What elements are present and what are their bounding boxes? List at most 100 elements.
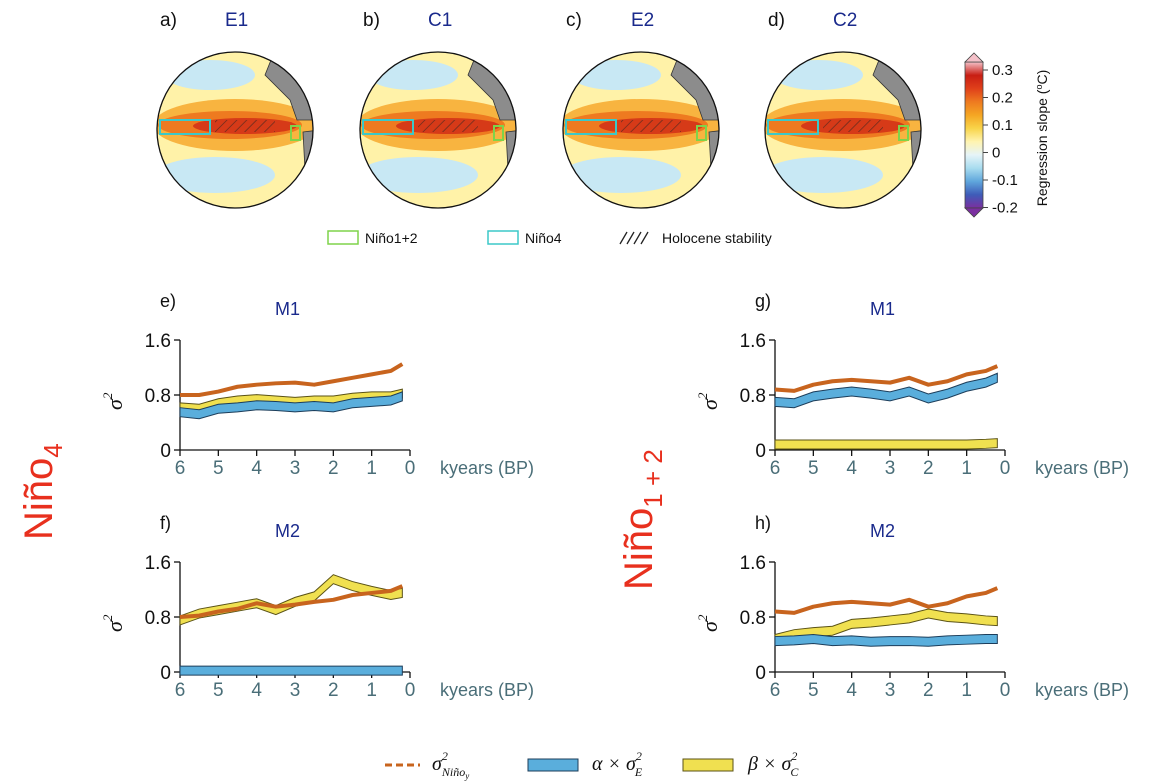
chart-e: e) M1 0 0.8 1.6 6 5 4 3 2 1 0 kyears (BP) σ2 (100, 291, 534, 479)
chart-h: h) M2 0 0.8 1.6 6 5 4 3 2 1 0 kyears (BP) σ2 (695, 513, 1129, 701)
chart-title: M1 (870, 299, 895, 319)
nino4-box (159, 119, 211, 135)
time-series-panels: e) M1 0 0.8 1.6 6 5 4 3 2 1 0 kyears (BP) σ2 f) M2 0 0.8 1… (100, 291, 1129, 701)
x-tick-label: 5 (213, 458, 224, 479)
y-axis-label: σ2 (100, 392, 127, 410)
series-alpha-band (774, 633, 998, 647)
x-tick-label: 0 (1000, 458, 1011, 479)
series-beta-band (774, 608, 998, 645)
map-title: E1 (225, 10, 248, 31)
chart-g: g) M1 0 0.8 1.6 6 5 4 3 2 1 0 kyears (BP) σ2 (695, 291, 1129, 479)
y-tick-label: 1.6 (740, 553, 766, 574)
nino12-legend-label: Niño1+2 (365, 230, 418, 246)
series-nino-line (179, 584, 404, 619)
globe-outline (359, 51, 517, 209)
x-tick-label: 5 (213, 680, 224, 701)
colorbar-tick-label: -0.2 (992, 200, 1018, 217)
map-E1: a) E1 (156, 10, 314, 209)
nino4-box (362, 119, 414, 135)
x-tick-label: 3 (290, 680, 301, 701)
series-nino-line (774, 586, 999, 615)
left-region-label: Niño4 (17, 443, 68, 540)
cool-anomaly (368, 60, 458, 90)
y-tick-label: 0 (160, 441, 171, 462)
map-title: C2 (833, 10, 857, 31)
nino12-box (696, 125, 707, 141)
map-title: E2 (631, 10, 654, 31)
y-axis-label: σ2 (695, 614, 722, 632)
colorbar-top-arrow (964, 52, 984, 63)
series-alpha-band (179, 665, 403, 676)
x-tick-label: 3 (290, 458, 301, 479)
series-alpha-band (774, 372, 998, 409)
stability-hatch (621, 120, 681, 132)
stability-hatch (823, 120, 883, 132)
land-north-america (670, 52, 719, 121)
chart-letter: f) (160, 513, 171, 533)
series-beta-band (179, 574, 403, 626)
bottom-legend: σ2 Niñoy α × σ2 E β × σ2 C (385, 749, 799, 781)
nino12-legend-swatch (327, 230, 359, 245)
nino4-box (767, 119, 819, 135)
y-tick-label: 0.8 (740, 608, 766, 629)
y-axis-label: σ2 (100, 614, 127, 632)
y-tick-label: 1.6 (145, 553, 171, 574)
chart-f: f) M2 0 0.8 1.6 6 5 4 3 2 1 0 kyears (BP) σ2 (100, 513, 534, 701)
land-north-america (872, 52, 921, 121)
beta-legend-swatch (682, 758, 734, 772)
x-axis-label: kyears (BP) (440, 458, 534, 478)
x-tick-label: 4 (846, 680, 857, 701)
y-tick-label: 0.8 (145, 386, 171, 407)
alpha-legend-swatch (527, 758, 579, 772)
x-tick-label: 3 (885, 458, 896, 479)
cool-anomaly (157, 157, 275, 193)
chart-title: M2 (275, 521, 300, 541)
colorbar-tick-label: 0 (992, 145, 1000, 162)
y-tick-label: 1.6 (740, 331, 766, 352)
chart-letter: g) (755, 291, 771, 311)
map-letter: d) (768, 10, 785, 31)
land-north-america (264, 52, 313, 121)
hatch-legend-swatch (619, 231, 649, 245)
globe-outline (764, 51, 922, 209)
chart-letter: e) (160, 291, 176, 311)
series-nino-line (180, 362, 404, 397)
globe-outline (156, 51, 314, 209)
x-tick-label: 2 (923, 458, 934, 479)
cool-anomaly (765, 157, 883, 193)
x-tick-label: 1 (366, 458, 377, 479)
cool-anomaly (563, 157, 681, 193)
cool-anomaly (360, 157, 478, 193)
map-letter: a) (160, 10, 177, 31)
colorbar-scale (964, 61, 984, 209)
beta-legend-label: β × σ2 C (747, 749, 799, 779)
x-tick-label: 1 (961, 458, 972, 479)
x-tick-label: 4 (251, 680, 262, 701)
x-tick-label: 6 (175, 680, 186, 701)
colorbar: 0.3 0.2 0.1 0 -0.1 -0.2 Regression slope (oC) (964, 52, 1050, 218)
map-E2: c) E2 (562, 10, 720, 209)
x-tick-label: 0 (1000, 680, 1011, 701)
hatch-legend-label: Holocene stability (662, 230, 772, 246)
nino-legend-label: σ2 Niñoy (432, 749, 469, 781)
map-letter: c) (566, 10, 582, 31)
stability-hatch (215, 120, 275, 132)
map-letter: b) (363, 10, 380, 31)
x-axis-label: kyears (BP) (440, 680, 534, 700)
alpha-legend-label: α × σ2 E (592, 749, 643, 779)
x-tick-label: 2 (923, 680, 934, 701)
land-north-america (467, 52, 516, 121)
y-axis-label: σ2 (695, 392, 722, 410)
x-tick-label: 5 (808, 680, 819, 701)
x-tick-label: 1 (961, 680, 972, 701)
x-tick-label: 4 (846, 458, 857, 479)
nino4-box (565, 119, 617, 135)
chart-letter: h) (755, 513, 771, 533)
cool-anomaly (571, 60, 661, 90)
y-tick-label: 0 (755, 441, 766, 462)
series-nino-line (774, 364, 999, 393)
cool-anomaly (165, 60, 255, 90)
x-tick-label: 5 (808, 458, 819, 479)
series-alpha-band (179, 391, 403, 420)
